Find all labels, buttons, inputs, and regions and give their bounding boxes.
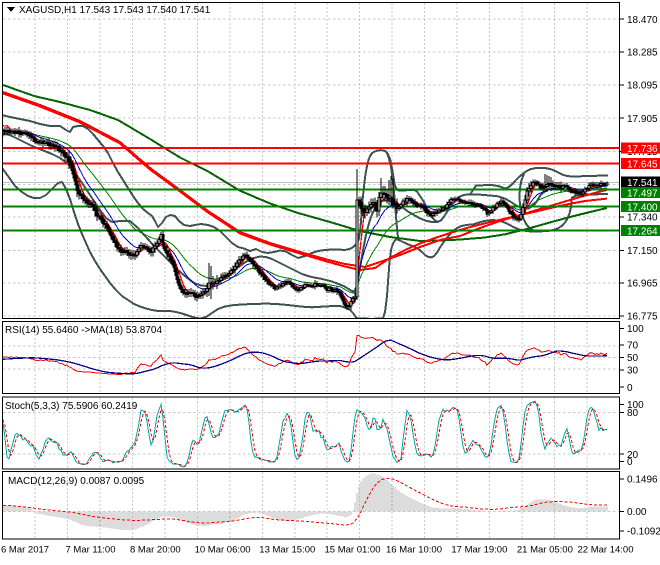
svg-text:80: 80 [627,408,639,419]
svg-text:XAGUSD,H1 17.543 17.543 17.54: XAGUSD,H1 17.543 17.543 17.540 17.541 [19,5,211,16]
svg-text:17.150: 17.150 [627,246,658,257]
svg-text:13 Mar 15:00: 13 Mar 15:00 [259,545,315,556]
svg-text:17.645: 17.645 [627,160,658,171]
svg-text:-0.1092: -0.1092 [627,527,660,538]
svg-text:7 Mar 11:00: 7 Mar 11:00 [66,545,116,556]
svg-text:21 Mar 05:00: 21 Mar 05:00 [517,545,573,556]
svg-text:18.470: 18.470 [627,15,658,26]
svg-text:70: 70 [627,340,639,351]
svg-text:RSI(14) 55.6460 ->MA(18) 53.8: RSI(14) 55.6460 ->MA(18) 53.8704 [5,325,162,336]
svg-text:10 Mar 06:00: 10 Mar 06:00 [195,545,251,556]
svg-text:18.095: 18.095 [627,81,658,92]
svg-text:15 Mar 01:00: 15 Mar 01:00 [325,545,381,556]
svg-text:16.775: 16.775 [627,312,658,323]
svg-text:100: 100 [627,400,644,411]
svg-text:0.00: 0.00 [627,507,647,518]
svg-text:30: 30 [627,366,639,377]
svg-text:16.965: 16.965 [627,279,658,290]
svg-text:0: 0 [627,457,633,468]
svg-text:17.736: 17.736 [627,144,658,155]
svg-text:17.905: 17.905 [627,114,658,125]
svg-text:100: 100 [627,324,644,335]
svg-text:17.497: 17.497 [627,189,658,200]
svg-text:17 Mar 19:00: 17 Mar 19:00 [451,545,507,556]
svg-text:0: 0 [627,383,633,394]
svg-text:17.541: 17.541 [627,178,658,189]
svg-text:17.340: 17.340 [627,213,658,224]
svg-text:0.1496: 0.1496 [627,474,658,485]
svg-text:6 Mar 2017: 6 Mar 2017 [1,545,49,556]
svg-text:50: 50 [627,353,639,364]
svg-text:8 Mar 20:00: 8 Mar 20:00 [130,545,181,556]
svg-text:18.285: 18.285 [627,48,658,59]
svg-text:22 Mar 14:00: 22 Mar 14:00 [578,545,634,556]
svg-text:Stoch(5,3,3) 75.5906 60.2419: Stoch(5,3,3) 75.5906 60.2419 [5,401,138,412]
svg-text:16 Mar 10:00: 16 Mar 10:00 [386,545,442,556]
svg-text:17.400: 17.400 [627,203,658,214]
svg-text:17.264: 17.264 [627,226,658,237]
svg-text:20: 20 [627,450,639,461]
svg-text:MACD(12,26,9) 0.0087 0.0095: MACD(12,26,9) 0.0087 0.0095 [8,476,145,487]
